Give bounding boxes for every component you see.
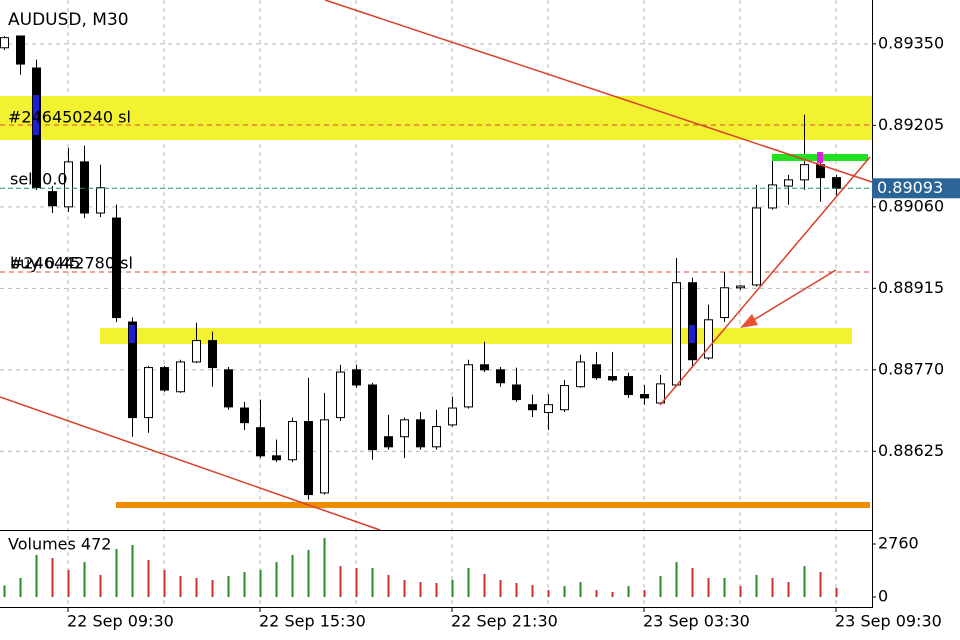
candle-body: [672, 282, 681, 386]
arrow-line: [751, 269, 837, 322]
y-tick-label: 2760: [878, 534, 919, 553]
candle-body: [800, 164, 809, 181]
indicator-label: Volumes 472: [8, 535, 111, 554]
candle-body: [512, 384, 521, 401]
zone: [100, 328, 852, 344]
order-label: #246442780 sl: [10, 254, 133, 273]
order-label: buy 0.45: [10, 254, 80, 273]
candle-body: [352, 369, 361, 386]
candle-body: [656, 383, 665, 404]
candle-body: [448, 407, 457, 426]
candle-body: [160, 367, 169, 391]
candle-body: [176, 361, 185, 393]
candle-body: [480, 364, 489, 371]
y-tick-label: 0.88915: [878, 278, 944, 297]
candle-body: [640, 394, 649, 399]
candle-body: [112, 217, 121, 319]
y-tick-label: 0.89060: [878, 196, 944, 215]
candle-body: [368, 384, 377, 451]
candle-body: [48, 191, 57, 207]
candle-body: [336, 371, 345, 419]
x-tick-label: 23 Sep 03:30: [643, 612, 750, 631]
order-label: #246450240 sl: [8, 108, 131, 127]
candle-body: [400, 419, 409, 438]
candle-body: [464, 364, 473, 408]
candle-body: [240, 407, 249, 424]
trade-marker: [33, 95, 39, 135]
candle-body: [16, 35, 25, 65]
x-tick-label: 22 Sep 09:30: [67, 612, 174, 631]
candle-body: [288, 421, 297, 461]
candle-body: [592, 364, 601, 379]
candle-body: [496, 369, 505, 384]
x-tick-label: 23 Sep 09:30: [835, 612, 942, 631]
candle-body: [704, 319, 713, 359]
y-tick-label: 0.88625: [878, 441, 944, 460]
candle-body: [128, 321, 137, 419]
candle-body: [208, 340, 217, 369]
candle-body: [688, 282, 697, 361]
candle-body: [320, 419, 329, 494]
candle-body: [784, 179, 793, 187]
candle-body: [720, 287, 729, 319]
trade-marker: [689, 325, 695, 343]
y-tick-label: 0.89350: [878, 33, 944, 52]
candle-body: [192, 340, 201, 363]
candle-body: [816, 164, 825, 179]
candle-body: [560, 385, 569, 411]
x-tick-label: 22 Sep 21:30: [451, 612, 558, 631]
price-tag: [872, 178, 960, 199]
candle-body: [0, 37, 9, 49]
candle-body: [576, 361, 585, 388]
zone: [0, 96, 872, 140]
trade-marker: [817, 152, 823, 163]
candle-body: [528, 404, 537, 411]
candle-body: [64, 161, 73, 208]
candle-body: [736, 285, 745, 289]
candle-body: [752, 207, 761, 286]
axis: 0.89350 0.89205 0.89060 0.88915 0.88770 0.886…: [67, 33, 960, 631]
candle-body: [224, 369, 233, 408]
candle-body: [272, 455, 281, 461]
candle-body: [96, 187, 105, 214]
chart-title: AUDUSD, M30: [8, 10, 129, 30]
x-tick-label: 22 Sep 15:30: [259, 612, 366, 631]
order-label: sell 0.0: [10, 170, 68, 189]
y-tick-label: 0.89205: [878, 115, 944, 134]
candle-body: [416, 419, 425, 448]
candle-body: [608, 376, 617, 381]
y-tick-label: 0: [878, 587, 888, 606]
trend-line: [0, 396, 381, 531]
arrow-head: [740, 314, 758, 328]
candle-body: [832, 177, 841, 189]
trend-line: [324, 0, 873, 183]
candle-body: [544, 404, 553, 414]
candle-body: [432, 426, 441, 448]
candle-body: [80, 161, 89, 214]
candle-body: [256, 427, 265, 457]
volume-panel: [3, 538, 838, 598]
y-tick-label: 0.88770: [878, 359, 944, 378]
candle-body: [624, 376, 633, 396]
trade-marker: [129, 325, 135, 343]
price-tag-label: 0.89093: [877, 178, 943, 197]
candle-body: [384, 436, 393, 448]
candle-body: [304, 421, 313, 496]
trend-line: [659, 156, 871, 406]
candle-body: [768, 184, 777, 209]
candle-body: [144, 367, 153, 419]
